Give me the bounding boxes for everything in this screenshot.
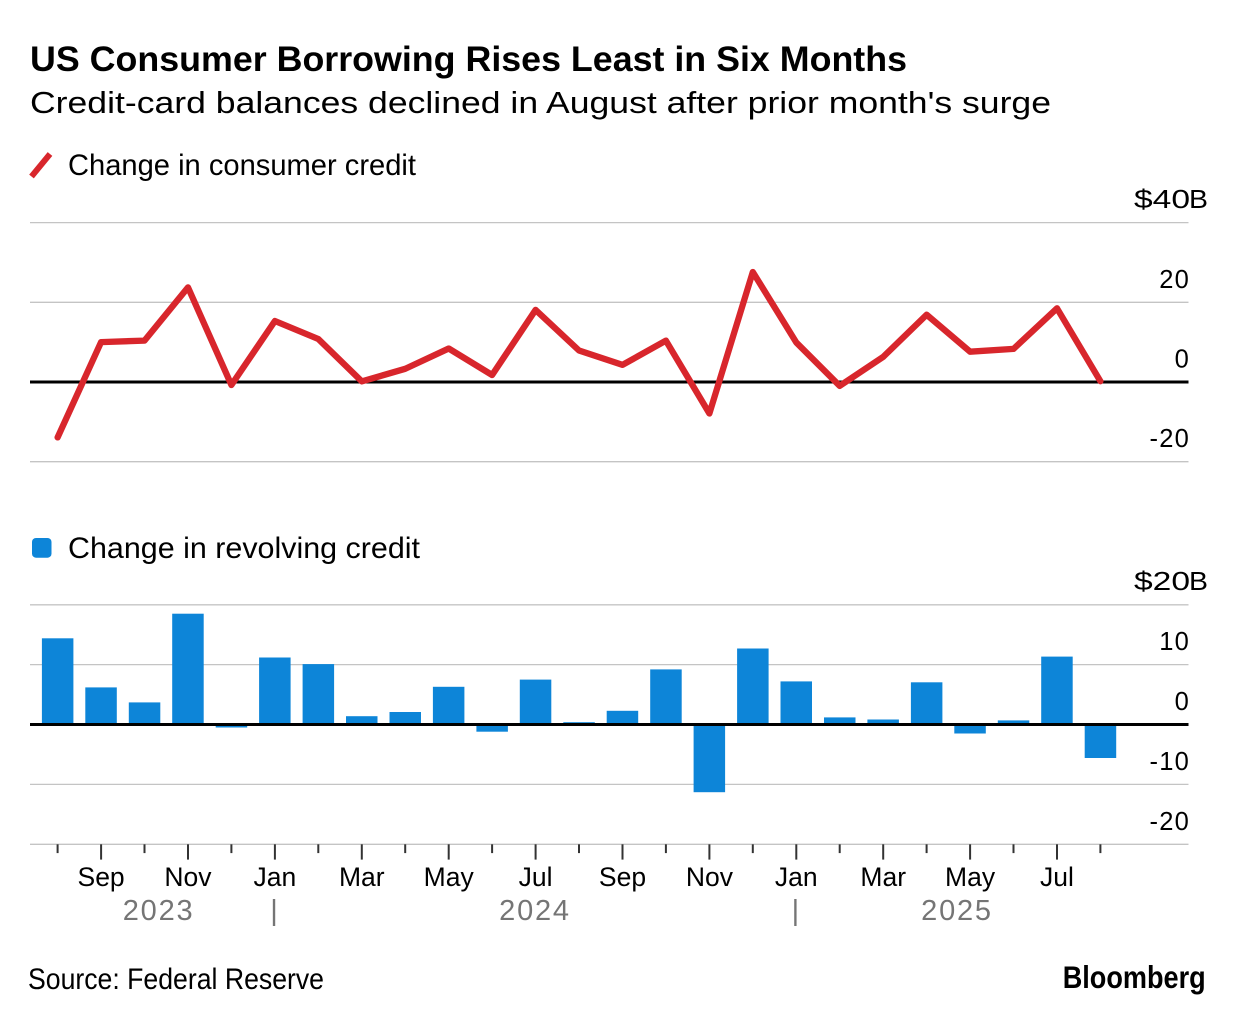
svg-text:-20: -20: [1150, 425, 1190, 453]
svg-text:2025: 2025: [921, 895, 993, 927]
svg-text:Mar: Mar: [339, 862, 385, 892]
svg-text:B: B: [1189, 568, 1208, 596]
svg-text:10: 10: [1159, 628, 1190, 656]
svg-text:Change in revolving credit: Change in revolving credit: [68, 532, 421, 565]
svg-text:-20: -20: [1150, 808, 1190, 836]
svg-text:Credit-card balances declined: Credit-card balances declined in August …: [30, 85, 1051, 120]
svg-text:2023: 2023: [123, 895, 195, 927]
svg-text:Sep: Sep: [599, 862, 646, 892]
svg-text:Jul: Jul: [1040, 862, 1074, 892]
svg-text:Bloomberg: Bloomberg: [1063, 959, 1206, 995]
svg-text:Jul: Jul: [519, 862, 553, 892]
svg-text:$40: $40: [1134, 186, 1190, 214]
svg-text:$20: $20: [1134, 568, 1190, 596]
svg-text:May: May: [945, 862, 996, 892]
svg-text:0: 0: [1175, 346, 1190, 374]
svg-text:20: 20: [1159, 266, 1190, 294]
svg-text:US Consumer Borrowing Rises Le: US Consumer Borrowing Rises Least in Six…: [30, 40, 907, 79]
svg-text:Change in consumer credit: Change in consumer credit: [68, 149, 417, 182]
svg-text:Jan: Jan: [775, 862, 818, 892]
svg-text:-10: -10: [1150, 748, 1190, 776]
svg-text:Sep: Sep: [78, 862, 125, 892]
svg-text:Mar: Mar: [860, 862, 906, 892]
svg-text:May: May: [424, 862, 475, 892]
svg-text:|: |: [792, 895, 801, 927]
svg-text:Nov: Nov: [686, 862, 734, 892]
svg-text:0: 0: [1175, 688, 1190, 716]
svg-text:Source: Federal Reserve: Source: Federal Reserve: [28, 963, 324, 996]
svg-text:Jan: Jan: [254, 862, 297, 892]
svg-text:Nov: Nov: [164, 862, 212, 892]
svg-text:B: B: [1189, 186, 1208, 214]
svg-text:|: |: [270, 895, 279, 927]
svg-text:2024: 2024: [499, 895, 571, 927]
